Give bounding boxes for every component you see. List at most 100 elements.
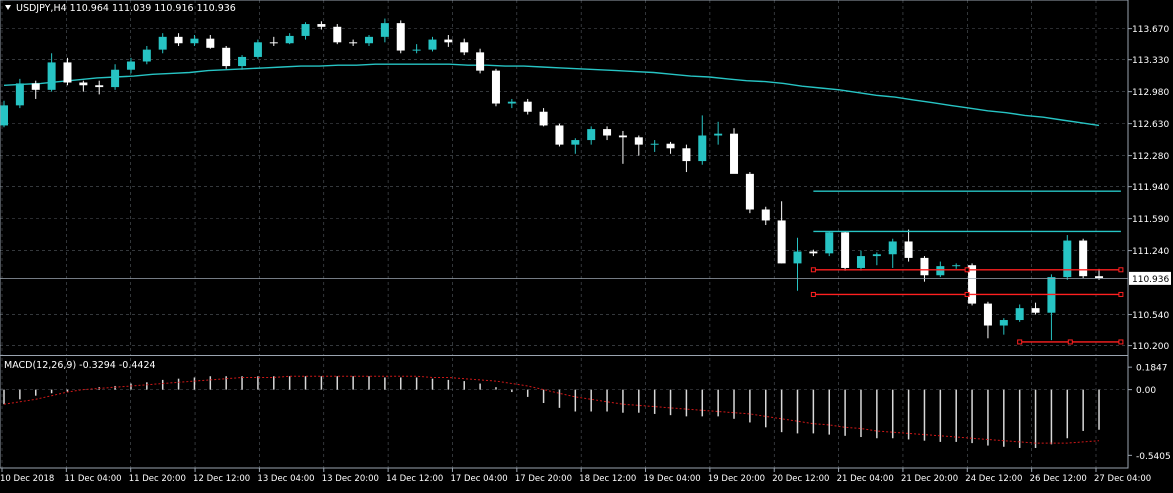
candle [126, 57, 135, 74]
candle-body [1015, 308, 1024, 321]
candle [952, 263, 961, 269]
candle-body [412, 49, 421, 51]
time-tick-label: 10 Dec 2018 [0, 474, 54, 484]
price-grid [0, 0, 1128, 355]
candle-body [365, 36, 374, 44]
price-tick-label: 111.590 [1132, 215, 1169, 225]
candle [555, 123, 564, 147]
level-anchor-handle[interactable] [1118, 267, 1124, 273]
candle-body [603, 129, 612, 136]
macd-tick-label: 0.1847 [1136, 364, 1168, 374]
level-anchor-handle[interactable] [964, 267, 970, 273]
candle [507, 98, 516, 109]
price-tick-label: 110.540 [1132, 311, 1169, 321]
candle-body [507, 101, 516, 104]
candle-body [301, 24, 310, 36]
candle-body [634, 137, 643, 145]
candle-body [126, 61, 135, 70]
candle-body [1063, 240, 1072, 278]
candle-body [222, 47, 231, 67]
candle [793, 237, 802, 291]
candle [190, 35, 199, 46]
symbol-info: USDJPY,H4 110.964 111.039 110.916 110.93… [16, 3, 236, 14]
candle [1079, 238, 1088, 279]
candle [222, 45, 231, 69]
candle-body [63, 62, 72, 83]
candle-body [983, 303, 992, 326]
level-anchor-handle[interactable] [810, 267, 816, 273]
candle [301, 22, 310, 40]
time-tick-label: 11 Dec 04:00 [64, 474, 121, 484]
time-tick-label: 12 Dec 12:00 [193, 474, 250, 484]
candle-body [444, 39, 453, 43]
candle-body [666, 143, 675, 149]
candle [999, 318, 1008, 335]
candle [206, 35, 215, 49]
price-tick-label: 113.670 [1132, 25, 1169, 35]
candle-body [920, 257, 929, 276]
candle [682, 144, 691, 173]
candle-body [1095, 276, 1104, 279]
moving-average-line [3, 63, 1100, 127]
level-anchor-handle[interactable] [964, 291, 970, 297]
macd-signal-path [3, 375, 1100, 444]
candle-body [158, 36, 167, 50]
candle [745, 172, 754, 214]
candle-body [904, 241, 913, 258]
candle [79, 80, 88, 92]
macd-axis[interactable]: 0.1847 0.00 -0.5405 [1128, 364, 1171, 462]
candle-body [396, 23, 405, 51]
time-tick-label: 13 Dec 20:00 [322, 474, 379, 484]
level-anchor-handle[interactable] [1118, 291, 1124, 297]
candle-body [761, 209, 770, 221]
candle-body [825, 232, 834, 254]
horizontal-levels[interactable] [810, 190, 1124, 345]
time-tick-label: 13 Dec 04:00 [257, 474, 314, 484]
level-anchor-handle[interactable] [1118, 339, 1124, 345]
candle-body [31, 83, 40, 90]
candle [317, 21, 326, 30]
candle [333, 24, 342, 45]
candle-body [745, 173, 754, 210]
candle-body [333, 26, 342, 43]
candle-body [539, 111, 548, 126]
candle [47, 53, 56, 92]
level-anchor-handle[interactable] [810, 291, 816, 297]
candle-body [650, 143, 659, 145]
time-tick-label: 26 Dec 12:00 [1030, 474, 1087, 484]
candle [809, 249, 818, 257]
candle-body [714, 133, 723, 136]
time-tick-label: 18 Dec 12:00 [579, 474, 636, 484]
candle [618, 130, 627, 164]
candle [380, 18, 389, 43]
candle [730, 128, 739, 174]
candles [0, 18, 1104, 341]
level-anchor-handle[interactable] [1017, 339, 1023, 345]
time-axis[interactable]: 10 Dec 2018 11 Dec 04:00 11 Dec 20:00 12 De… [0, 468, 1151, 484]
candle-body [698, 135, 707, 162]
candle-body [856, 256, 865, 268]
candle [269, 36, 278, 46]
candle-body [476, 52, 485, 71]
candle [856, 250, 865, 271]
time-tick-label: 20 Dec 12:00 [772, 474, 829, 484]
price-axis[interactable]: 113.670 113.330 112.980 112.630 112.280 111.9… [1128, 25, 1169, 352]
time-tick-label: 24 Dec 12:00 [965, 474, 1022, 484]
macd-panel[interactable] [0, 358, 1128, 468]
moving-average [3, 63, 1100, 127]
collapse-triangle-icon[interactable] [5, 5, 11, 10]
price-panel[interactable] [0, 0, 1128, 355]
candle-body [253, 42, 262, 57]
macd-tick-label: -0.5405 [1136, 452, 1171, 462]
candle [714, 121, 723, 145]
level-anchor-handle[interactable] [1067, 339, 1073, 345]
candle [238, 55, 247, 70]
candle-body [317, 24, 326, 27]
candle [0, 100, 8, 128]
candle-body [349, 42, 358, 44]
chart-header: USDJPY,H4 110.964 111.039 110.916 110.93… [5, 3, 236, 14]
macd-signal-line [3, 375, 1100, 444]
time-tick-label: 27 Dec 04:00 [1094, 474, 1151, 484]
